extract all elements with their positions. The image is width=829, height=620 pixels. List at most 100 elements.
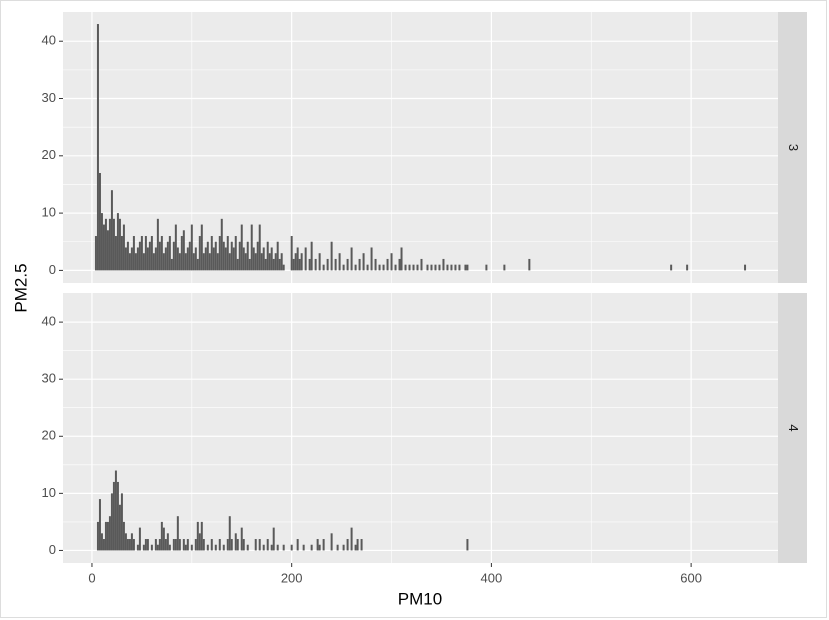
bar <box>166 533 169 551</box>
bar <box>174 224 177 271</box>
bar <box>334 258 337 271</box>
bar <box>304 247 307 271</box>
bar <box>110 493 113 551</box>
bar <box>266 241 269 271</box>
bar <box>310 544 313 551</box>
bar <box>154 539 157 551</box>
bar <box>174 539 177 551</box>
y-tick-label: 30 <box>42 90 56 105</box>
y-tick-label: 40 <box>42 33 56 48</box>
bar <box>258 224 261 271</box>
facet-label: 4 <box>786 424 801 431</box>
bar <box>342 544 345 551</box>
bar <box>120 236 123 271</box>
bar <box>200 521 203 551</box>
bar <box>118 218 121 271</box>
bar <box>204 247 207 271</box>
y-tick-label: 0 <box>49 542 56 557</box>
bar <box>130 247 133 271</box>
bar <box>116 481 119 551</box>
bar <box>485 264 488 271</box>
bar <box>124 247 127 271</box>
bar <box>276 544 279 551</box>
bar <box>194 247 197 271</box>
bar <box>226 236 229 271</box>
bar <box>346 539 349 551</box>
panel-background <box>63 293 778 563</box>
bar <box>240 224 243 271</box>
bar <box>210 539 213 551</box>
x-tick-label: 0 <box>88 570 95 585</box>
bar <box>466 264 469 271</box>
bar <box>172 539 175 551</box>
bar <box>206 241 209 271</box>
bar <box>146 539 149 551</box>
x-tick-label: 600 <box>680 570 702 585</box>
bar <box>138 241 141 271</box>
bar <box>434 264 437 271</box>
bar <box>146 247 149 271</box>
bar <box>274 253 277 271</box>
bar <box>272 258 275 271</box>
facet-label: 3 <box>786 144 801 151</box>
bar <box>132 236 135 271</box>
bar <box>226 539 229 551</box>
bar <box>252 247 255 271</box>
bar <box>260 253 263 271</box>
bar <box>144 236 147 271</box>
bar <box>144 539 147 551</box>
bar <box>122 521 125 551</box>
bar <box>212 247 215 271</box>
bar <box>222 241 225 271</box>
bar <box>270 544 273 551</box>
bar <box>240 527 243 551</box>
bar <box>254 539 257 551</box>
bar <box>168 544 171 551</box>
bar <box>126 241 129 271</box>
bar <box>350 527 353 551</box>
bar <box>170 258 173 271</box>
bar <box>202 539 205 551</box>
bar <box>98 499 101 551</box>
bar <box>302 544 305 551</box>
bar <box>124 533 127 551</box>
bar <box>446 264 449 271</box>
bar <box>108 218 111 271</box>
bar <box>264 258 267 271</box>
bar <box>318 544 321 551</box>
bar <box>280 253 283 271</box>
bar <box>400 247 403 271</box>
bar <box>282 264 285 271</box>
bar <box>98 172 101 271</box>
bar <box>330 241 333 271</box>
bar <box>152 253 155 271</box>
bar <box>198 236 201 271</box>
bar <box>134 253 137 271</box>
bar <box>188 241 191 271</box>
bar <box>290 236 293 271</box>
bar <box>438 264 441 271</box>
bar <box>100 213 103 271</box>
bar <box>386 258 389 271</box>
bar <box>272 527 275 551</box>
bar <box>186 539 189 551</box>
bar <box>160 236 163 271</box>
bar <box>398 258 401 271</box>
bar <box>148 241 151 271</box>
bar <box>154 247 157 271</box>
bar <box>128 539 131 551</box>
bar <box>156 218 159 271</box>
bar <box>192 253 195 271</box>
bar <box>378 264 381 271</box>
bar <box>162 253 165 271</box>
bar <box>234 533 237 551</box>
bar <box>350 247 353 271</box>
bar <box>310 241 313 271</box>
bar <box>420 258 423 271</box>
bar <box>258 539 261 551</box>
bar <box>202 253 205 271</box>
bar <box>404 264 407 271</box>
bar <box>136 544 139 551</box>
bar <box>670 264 673 271</box>
bar <box>262 544 265 551</box>
